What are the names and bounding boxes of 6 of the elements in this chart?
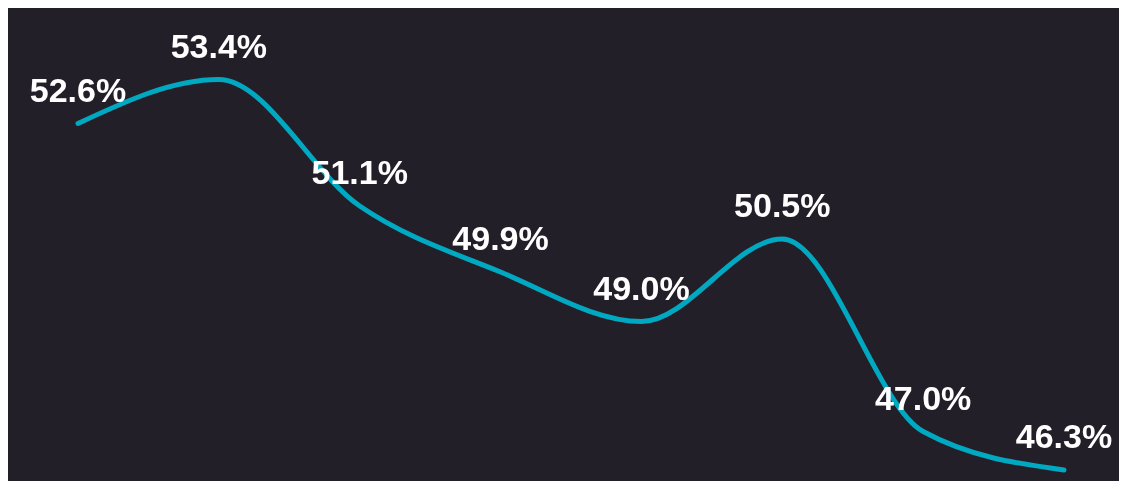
data-label: 53.4%	[170, 26, 268, 65]
data-label: 49.9%	[452, 219, 549, 257]
data-label: 52.6%	[29, 70, 127, 109]
data-label: 49.0%	[593, 268, 690, 307]
data-label: 50.5%	[734, 186, 831, 224]
data-label: 46.3%	[1015, 417, 1113, 455]
